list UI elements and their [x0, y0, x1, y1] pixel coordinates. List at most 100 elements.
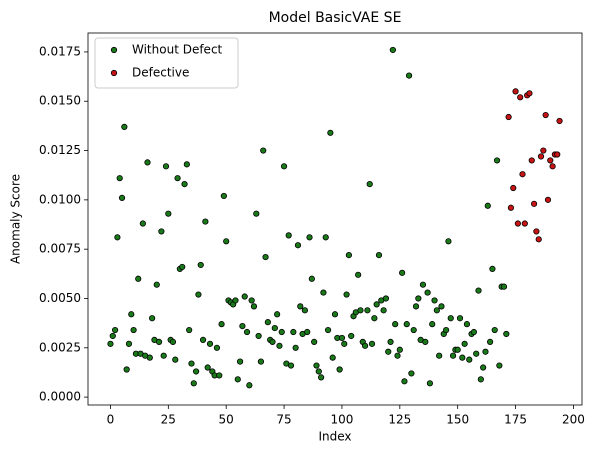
data-point	[260, 147, 267, 154]
data-point	[470, 328, 477, 336]
y-tick-label: 0.0050	[39, 291, 81, 305]
data-point	[554, 151, 561, 158]
data-point	[519, 171, 526, 178]
data-point	[116, 175, 123, 182]
legend-box	[94, 37, 239, 89]
data-point	[264, 319, 271, 326]
data-point	[447, 315, 454, 322]
data-point	[324, 326, 332, 334]
data-point	[234, 376, 241, 383]
data-point	[396, 346, 403, 353]
data-point	[412, 303, 420, 310]
data-point	[456, 315, 464, 322]
data-point	[500, 283, 508, 290]
data-point	[118, 194, 126, 201]
data-point	[355, 271, 362, 278]
y-tick-label: 0.0075	[39, 242, 81, 256]
data-point	[239, 323, 246, 330]
data-point	[436, 352, 443, 359]
data-point	[364, 307, 371, 314]
x-axis-label: Index	[318, 430, 351, 444]
x-tick-label: 50	[219, 413, 234, 427]
data-point	[399, 269, 406, 276]
data-point	[405, 72, 413, 79]
data-point	[484, 202, 491, 209]
data-point	[424, 289, 431, 296]
y-tick-label: 0.0150	[39, 94, 81, 108]
data-point	[107, 340, 114, 347]
data-point	[172, 356, 179, 363]
data-point	[301, 307, 309, 314]
data-point	[389, 46, 396, 54]
data-point	[236, 358, 244, 365]
data-point	[162, 163, 170, 170]
data-point	[357, 307, 364, 314]
data-point	[415, 295, 422, 302]
data-point	[186, 326, 193, 334]
data-point	[408, 370, 415, 377]
data-point	[271, 324, 278, 332]
data-point	[139, 220, 146, 227]
data-point	[537, 153, 545, 160]
data-point	[530, 200, 538, 207]
data-point	[443, 326, 450, 334]
data-point	[250, 303, 258, 310]
data-point	[433, 307, 440, 314]
data-point	[514, 220, 521, 227]
x-tick-label: 150	[446, 413, 469, 427]
data-point	[343, 291, 350, 298]
data-point	[206, 340, 214, 347]
data-point	[306, 234, 313, 241]
data-point	[287, 362, 295, 369]
x-tick-label: 200	[562, 413, 585, 427]
y-tick-label: 0.0175	[39, 44, 81, 58]
x-tick-label: 125	[388, 413, 411, 427]
y-axis-label: Anomaly Score	[9, 174, 23, 264]
x-tick-label: 0	[107, 413, 115, 427]
data-point	[241, 293, 248, 300]
data-point	[285, 232, 292, 239]
data-point	[385, 348, 392, 355]
data-point	[292, 344, 299, 351]
data-point	[243, 328, 251, 336]
data-point	[216, 372, 223, 379]
data-point	[213, 344, 221, 351]
data-point	[486, 338, 494, 345]
data-point	[533, 228, 540, 235]
data-point	[255, 332, 262, 340]
data-point	[308, 275, 315, 282]
data-point	[315, 368, 322, 375]
data-point	[181, 180, 188, 188]
data-point	[160, 352, 167, 359]
legend: Without Defect Defective	[94, 37, 239, 89]
data-point	[274, 311, 281, 318]
legend-label: Without Defect	[132, 43, 223, 57]
data-point	[505, 113, 512, 121]
x-tick-label: 100	[330, 413, 353, 427]
data-point	[257, 358, 265, 365]
data-point	[278, 328, 285, 336]
data-point	[297, 303, 304, 310]
data-point	[111, 326, 119, 334]
plot-frame	[87, 32, 583, 406]
data-point	[394, 352, 401, 359]
data-point	[313, 362, 320, 369]
data-point	[135, 275, 142, 282]
y-tick-label: 0.0025	[39, 340, 81, 354]
data-point	[521, 220, 528, 227]
data-point	[540, 147, 547, 154]
data-point	[410, 326, 417, 334]
data-point	[183, 161, 190, 168]
data-point	[489, 265, 496, 273]
x-tick-label: 75	[276, 413, 291, 427]
data-point	[155, 338, 163, 345]
data-point	[382, 295, 390, 302]
data-point	[269, 338, 276, 345]
data-point	[392, 321, 399, 328]
data-point	[431, 297, 438, 304]
data-point	[246, 382, 253, 389]
data-point	[199, 336, 207, 344]
data-point	[220, 192, 227, 200]
data-point	[311, 338, 318, 345]
data-point	[544, 196, 552, 203]
